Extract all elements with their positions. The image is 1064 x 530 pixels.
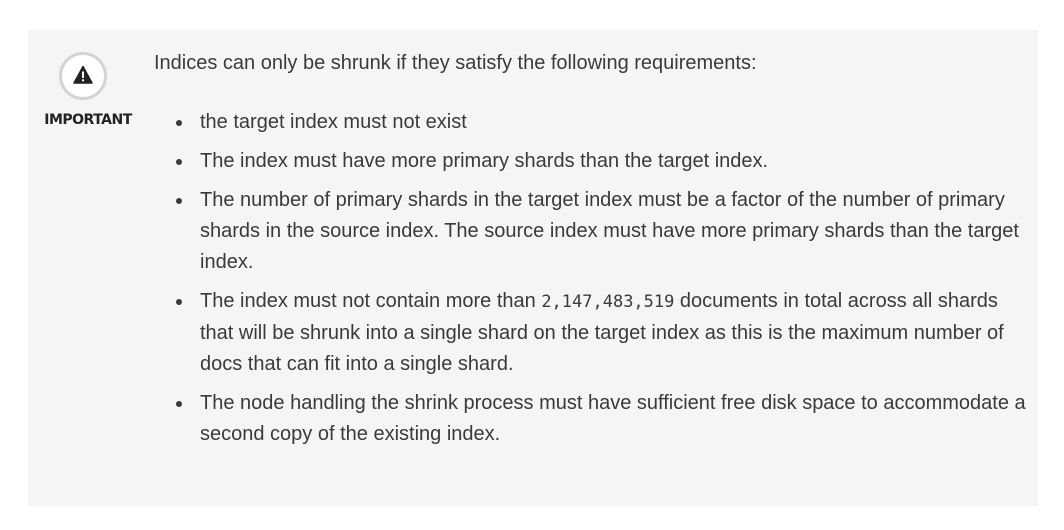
requirements-list: the target index must not exist The inde…	[154, 107, 1034, 450]
list-item: The index must have more primary shards …	[176, 146, 1034, 177]
callout-label: IMPORTANT	[44, 112, 132, 128]
list-item-text: The number of primary shards in the targ…	[200, 189, 1019, 273]
list-item: The number of primary shards in the targ…	[176, 185, 1034, 278]
important-callout: IMPORTANT Indices can only be shrunk if …	[28, 30, 1038, 506]
bullet	[176, 299, 182, 305]
list-item: The node handling the shrink process mus…	[176, 388, 1034, 450]
list-item-text-before: The index must not contain more than	[200, 290, 542, 312]
bullet	[176, 159, 182, 165]
bullet	[176, 120, 182, 126]
callout-content: Indices can only be shrunk if they satis…	[154, 48, 1034, 458]
list-item: The index must not contain more than 2,1…	[176, 286, 1034, 380]
warning-triangle-icon	[59, 52, 107, 100]
list-item-text: the target index must not exist	[200, 111, 467, 133]
list-item-text-after: documents in total across all shards tha…	[200, 290, 1004, 375]
bullet	[176, 198, 182, 204]
max-docs-code: 2,147,483,519	[541, 292, 675, 312]
callout-intro: Indices can only be shrunk if they satis…	[154, 52, 757, 74]
list-item-text: The index must have more primary shards …	[200, 150, 769, 172]
bullet	[176, 401, 182, 407]
list-item-text: The node handling the shrink process mus…	[200, 392, 1026, 445]
list-item: the target index must not exist	[176, 107, 1034, 138]
